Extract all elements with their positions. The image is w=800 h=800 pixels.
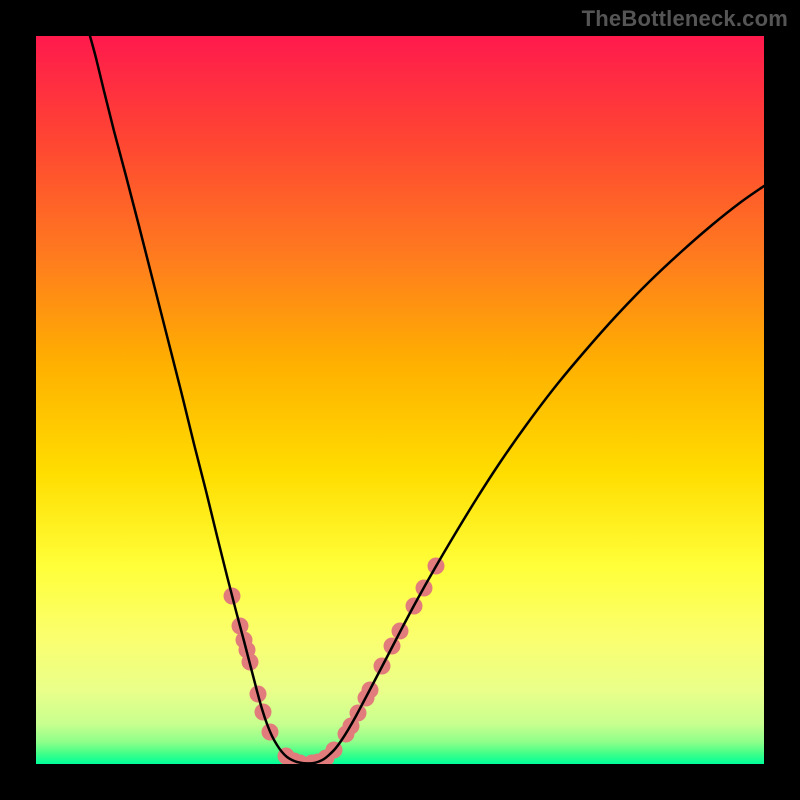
curve-left	[90, 36, 308, 764]
watermark-text: TheBottleneck.com	[582, 6, 788, 32]
plot-area	[36, 36, 764, 764]
chart-frame: TheBottleneck.com	[0, 0, 800, 800]
curve-right	[308, 186, 764, 764]
chart-svg	[36, 36, 764, 764]
